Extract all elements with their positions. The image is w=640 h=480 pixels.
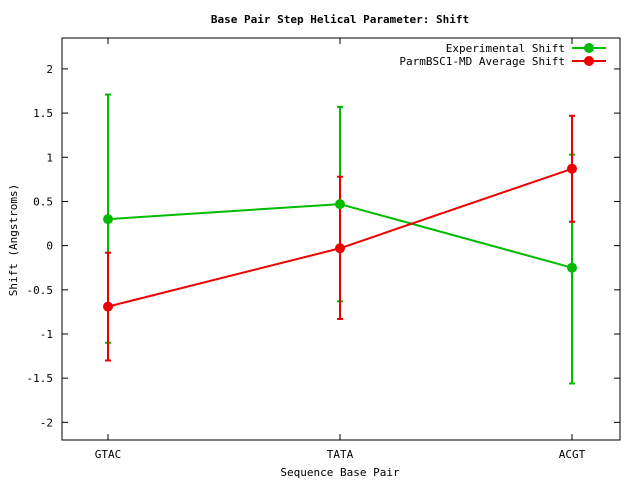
x-tick-label: GTAC — [95, 448, 122, 461]
series-2-point — [335, 243, 345, 254]
y-axis-label: Shift (Angstroms) — [7, 184, 20, 297]
x-tick-label: ACGT — [559, 448, 586, 461]
chart-title: Base Pair Step Helical Parameter: Shift — [211, 13, 469, 26]
y-tick-label: -2 — [40, 416, 53, 429]
plot-frame — [61, 37, 621, 441]
y-axis: -2 -1.5 -1 -0.5 0 0.5 1 1.5 2 — [27, 63, 620, 429]
x-axis-label: Sequence Base Pair — [280, 466, 400, 479]
series-layer — [103, 93, 577, 385]
series-1-point — [335, 199, 345, 210]
legend-marker — [584, 43, 594, 53]
legend-marker — [584, 56, 594, 66]
y-tick-label: 0.5 — [33, 195, 53, 208]
y-tick-label: 1 — [46, 151, 53, 164]
y-tick-label: 1.5 — [33, 107, 53, 120]
series-2-point — [567, 163, 577, 174]
x-axis: GTAC TATA ACGT — [95, 38, 586, 461]
y-tick-label: -1 — [40, 328, 53, 341]
series-2-point — [103, 301, 113, 312]
legend-label: ParmBSC1-MD Average Shift — [399, 55, 565, 68]
x-tick-label: TATA — [327, 448, 354, 461]
series-1-point — [103, 214, 113, 225]
y-tick-label: -0.5 — [27, 284, 54, 297]
series-1-point — [567, 262, 577, 273]
y-tick-label: 2 — [46, 63, 53, 76]
y-tick-label: -1.5 — [27, 372, 54, 385]
legend-label: Experimental Shift — [446, 42, 565, 55]
y-tick-label: 0 — [46, 240, 53, 253]
